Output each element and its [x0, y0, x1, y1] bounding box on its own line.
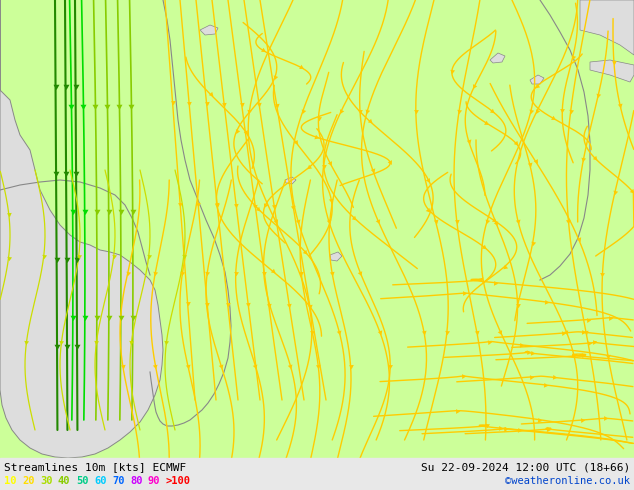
Bar [0, 458, 634, 490]
Polygon shape [200, 25, 218, 35]
Text: Streamlines 10m [kts] ECMWF: Streamlines 10m [kts] ECMWF [4, 462, 186, 472]
Polygon shape [330, 252, 342, 261]
Text: 90: 90 [148, 476, 160, 486]
Text: ©weatheronline.co.uk: ©weatheronline.co.uk [505, 476, 630, 486]
Polygon shape [590, 60, 634, 82]
Text: 80: 80 [130, 476, 143, 486]
Polygon shape [285, 177, 296, 184]
Polygon shape [580, 0, 634, 55]
Text: 40: 40 [58, 476, 70, 486]
Text: 30: 30 [40, 476, 53, 486]
Polygon shape [0, 0, 163, 458]
Polygon shape [490, 53, 505, 63]
Text: 50: 50 [76, 476, 89, 486]
Text: Su 22-09-2024 12:00 UTC (18+66): Su 22-09-2024 12:00 UTC (18+66) [421, 462, 630, 472]
Text: 70: 70 [112, 476, 124, 486]
Text: 10: 10 [4, 476, 16, 486]
Text: 20: 20 [22, 476, 34, 486]
Text: >100: >100 [166, 476, 191, 486]
Polygon shape [530, 75, 544, 84]
Text: 60: 60 [94, 476, 107, 486]
